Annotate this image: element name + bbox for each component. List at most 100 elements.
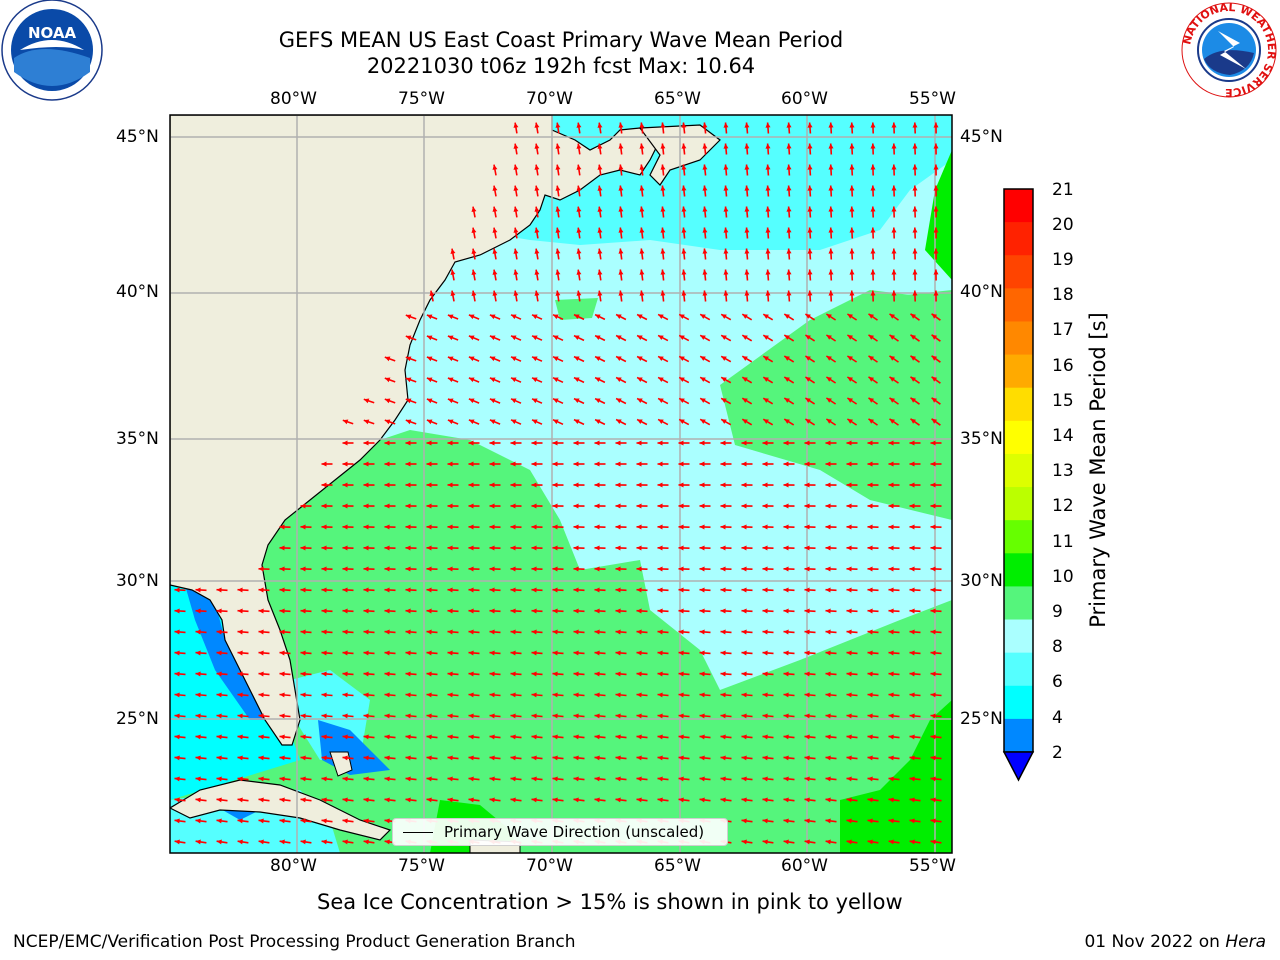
wave-arrow-head: [342, 503, 348, 509]
wave-arrow-head: [321, 776, 327, 782]
wave-arrow-head: [702, 122, 708, 128]
wave-arrow-head: [426, 734, 432, 740]
wave-arrow-head: [933, 206, 939, 212]
lat-label-right-30n: 30°N: [960, 571, 1003, 591]
wave-arrow-head: [468, 671, 474, 677]
wave-arrow-head: [594, 545, 600, 551]
wave-arrow-head: [552, 755, 558, 761]
wave-arrow-head: [804, 629, 810, 635]
wave-arrow-head: [573, 629, 579, 635]
wave-arrow-head: [657, 587, 663, 593]
wave-arrow-head: [804, 776, 810, 782]
wave-arrow-head: [930, 818, 936, 824]
wave-arrow-head: [909, 797, 915, 803]
wave-arrow-head: [618, 269, 624, 275]
wave-arrow-head: [762, 734, 768, 740]
wave-arrow-head: [762, 797, 768, 803]
wave-arrow-head: [195, 629, 201, 635]
wave-arrow-head: [912, 248, 918, 254]
colorbar-tick: 8: [1052, 637, 1063, 657]
wave-arrow-head: [576, 143, 582, 149]
wave-arrow-head: [720, 734, 726, 740]
wave-arrow-head: [681, 227, 687, 233]
wave-arrow-head: [828, 185, 834, 191]
wave-arrow-head: [762, 818, 768, 824]
wave-arrow-head: [909, 608, 915, 614]
wave-arrow-head: [384, 377, 391, 383]
wave-arrow-head: [615, 650, 621, 656]
wave-arrow-head: [531, 545, 537, 551]
wave-arrow-head: [891, 248, 897, 254]
wave-arrow-head: [511, 377, 517, 383]
wave-arrow-head: [531, 650, 537, 656]
wave-arrow-head: [681, 122, 687, 128]
wave-arrow-head: [573, 524, 579, 530]
wave-arrow-head: [723, 227, 729, 233]
wave-arrow-head: [660, 269, 666, 275]
wave-arrow-head: [765, 227, 771, 233]
wave-arrow-head: [678, 671, 684, 677]
wave-arrow-head: [595, 419, 601, 424]
wave-arrow-head: [804, 482, 810, 488]
wave-arrow-head: [195, 608, 201, 614]
wave-arrow-head: [657, 755, 663, 761]
wave-arrow-head: [384, 398, 391, 404]
wave-arrow-head: [597, 185, 603, 191]
wave-arrow-head: [723, 206, 729, 212]
wave-arrow-head: [700, 356, 706, 361]
wave-arrow-head: [531, 503, 537, 509]
wave-arrow-head: [681, 164, 687, 170]
wave-arrow-head: [384, 356, 391, 362]
wave-arrow-head: [909, 545, 915, 551]
wave-arrow-head: [321, 482, 327, 488]
wave-arrow-head: [426, 398, 433, 404]
wave-arrow-head: [639, 290, 645, 296]
wave-arrow-head: [657, 440, 663, 446]
wave-arrow-head: [636, 671, 642, 677]
colorbar: [1004, 189, 1033, 753]
wave-arrow-head: [762, 671, 768, 677]
wave-arrow-head: [195, 671, 201, 677]
wave-arrow-head: [573, 755, 579, 761]
wave-arrow-head: [597, 206, 603, 212]
wave-arrow-head: [700, 335, 706, 340]
wave-arrow-head: [216, 839, 222, 845]
wave-arrow-head: [471, 290, 477, 296]
wave-arrow-head: [574, 398, 580, 403]
wave-arrow-head: [678, 524, 684, 530]
wave-arrow-head: [532, 314, 538, 320]
wave-arrow-head: [363, 524, 369, 530]
wave-arrow-head: [363, 839, 369, 845]
wave-arrow-head: [742, 335, 748, 340]
wave-arrow-head: [405, 356, 412, 362]
wave-arrow-head: [513, 185, 519, 191]
wave-arrow-head: [888, 734, 894, 740]
wave-arrow-head: [447, 776, 453, 782]
wave-arrow-head: [825, 587, 831, 593]
wave-arrow-head: [699, 461, 705, 467]
wave-arrow-head: [573, 692, 579, 698]
wave-arrow-head: [720, 524, 726, 530]
wave-arrow-head: [720, 755, 726, 761]
wave-arrow-head: [741, 545, 747, 551]
wave-arrow-head: [888, 524, 894, 530]
wave-arrow-head: [909, 692, 915, 698]
colorbar-segment: [1004, 619, 1033, 654]
wave-arrow-head: [384, 440, 390, 446]
wave-arrow-head: [741, 608, 747, 614]
wave-arrow-head: [721, 398, 727, 403]
wave-arrow-head: [741, 587, 747, 593]
wave-arrow-head: [405, 587, 411, 593]
wave-arrow-head: [384, 524, 390, 530]
wave-arrow-head: [615, 713, 621, 719]
wave-arrow-head: [658, 335, 664, 340]
wave-arrow-head: [636, 797, 642, 803]
wave-arrow-head: [342, 818, 348, 824]
wave-arrow-head: [721, 314, 727, 319]
wave-arrow-head: [597, 227, 603, 233]
wave-arrow-head: [699, 734, 705, 740]
wave-arrow-head: [846, 818, 852, 824]
wave-arrow-head: [765, 206, 771, 212]
wave-arrow-head: [639, 206, 645, 212]
wave-arrow-head: [405, 713, 411, 719]
